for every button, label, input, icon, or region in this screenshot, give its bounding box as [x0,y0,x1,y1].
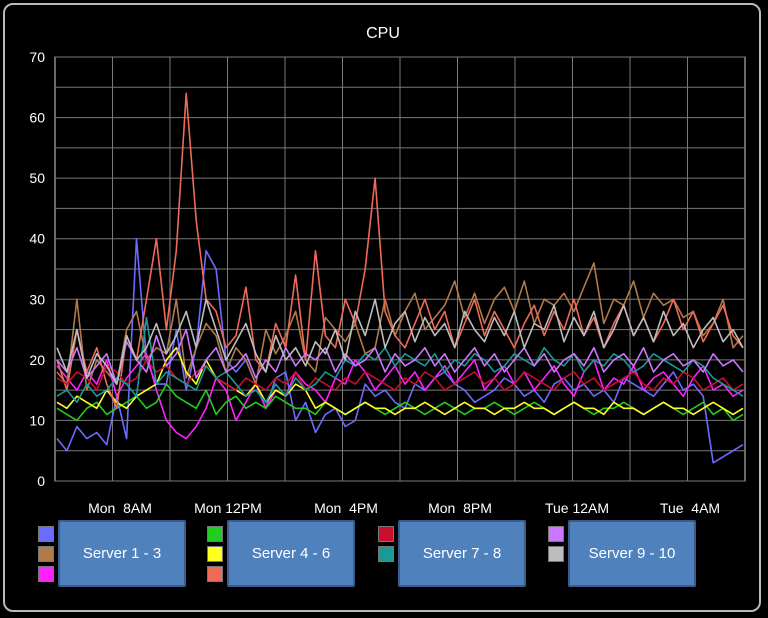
series-line-7 [56,359,744,391]
legend-button-4[interactable]: Server 9 - 10 [568,520,696,587]
y-tick-label: 60 [29,110,45,126]
x-tick-label: Mon 4PM [314,500,378,516]
y-tick-label: 50 [29,170,45,186]
series-line-5 [56,346,744,416]
series-lines [56,92,744,464]
legend-button-3[interactable]: Server 7 - 8 [398,520,526,587]
legend-swatch [38,566,54,582]
legend-swatch [38,526,54,542]
legend-swatch [378,546,394,562]
legend-swatch [38,546,54,562]
series-line-2 [56,262,744,391]
legend-swatch [207,526,223,542]
x-axis-ticks: Mon 8AM Mon 12PM Mon 4PM Mon 8PM Tue 12AM Tue… [88,500,720,516]
legend-button-2[interactable]: Server 4 - 6 [227,520,355,587]
legend-swatch [548,546,564,562]
y-axis-ticks: 0 10 20 30 40 50 60 70 [29,49,45,489]
x-tick-label: Mon 8AM [88,500,152,516]
x-tick-label: Mon 8PM [428,500,492,516]
series-line-9 [56,328,744,385]
grid-lines [55,56,745,482]
y-tick-label: 70 [29,49,45,65]
legend-swatch [207,566,223,582]
y-tick-label: 10 [29,412,45,428]
y-tick-label: 20 [29,352,45,368]
legend-swatch [378,526,394,542]
y-tick-label: 40 [29,231,45,247]
legend-swatch [548,526,564,542]
series-line-4 [56,383,744,422]
chart-title: CPU [366,25,400,42]
y-tick-label: 0 [37,473,45,489]
x-tick-label: Tue 4AM [660,500,720,516]
y-tick-label: 30 [29,291,45,307]
x-tick-label: Mon 12PM [194,500,262,516]
legend-swatch [207,546,223,562]
x-tick-label: Tue 12AM [545,500,609,516]
series-line-10 [56,298,744,385]
legend-button-1[interactable]: Server 1 - 3 [58,520,186,587]
